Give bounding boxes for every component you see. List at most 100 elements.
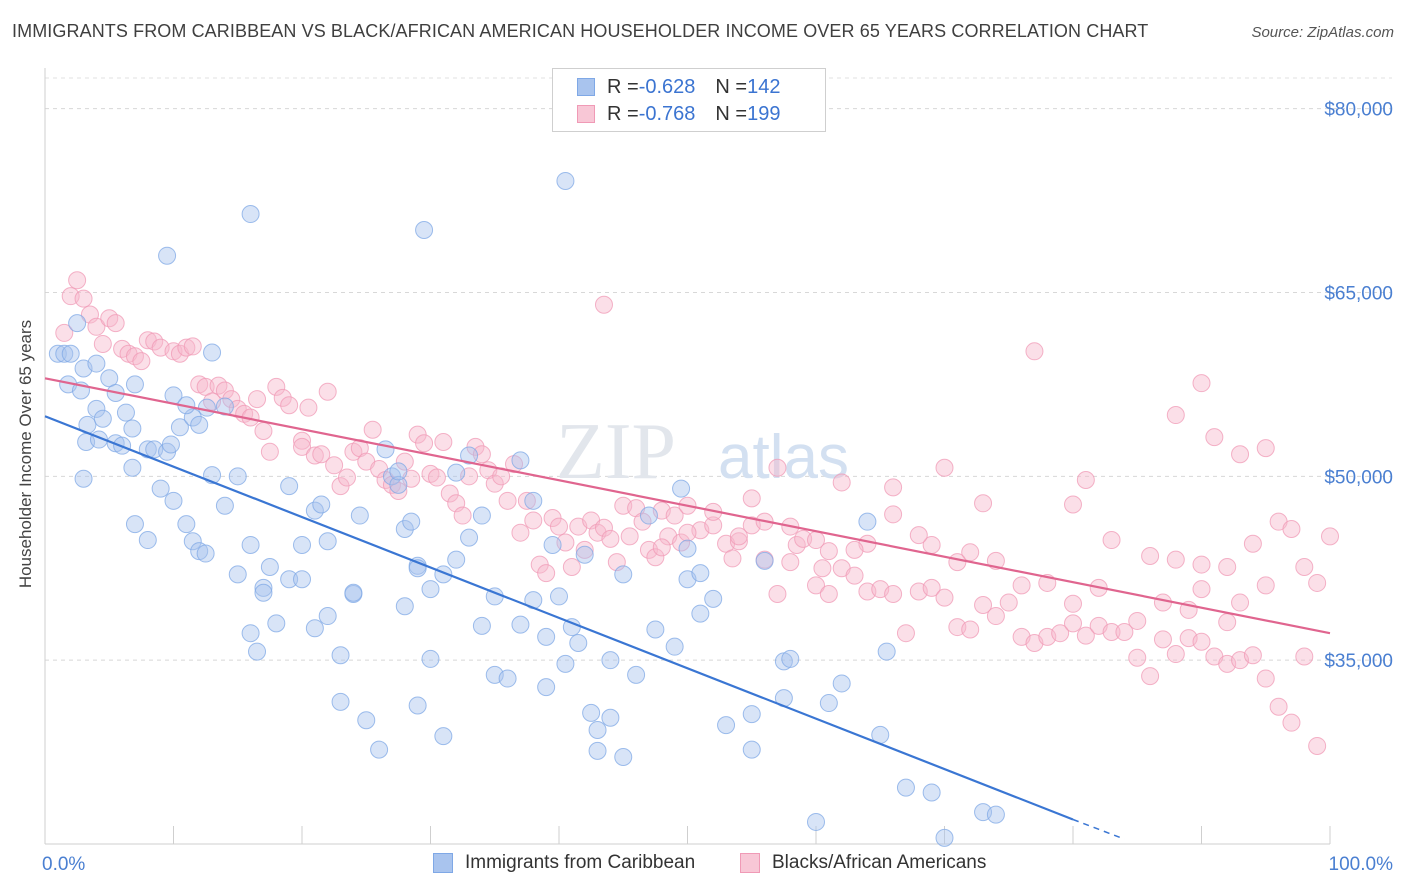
- trend-line-caribbean-extension: [1072, 818, 1125, 840]
- data-point-black: [1166, 406, 1185, 425]
- data-point-caribbean: [123, 419, 142, 438]
- data-point-black: [742, 489, 761, 508]
- data-point-caribbean: [460, 528, 479, 547]
- data-point-black: [1243, 646, 1262, 665]
- legend-r-value: -0.768: [638, 102, 696, 125]
- data-point-caribbean: [55, 344, 74, 363]
- data-point-black: [299, 398, 318, 417]
- data-point-caribbean: [203, 343, 222, 362]
- data-point-caribbean: [241, 535, 260, 554]
- trend-line-black: [44, 377, 1331, 635]
- data-point-black: [415, 434, 434, 453]
- y-tick-label: $80,000: [1324, 100, 1393, 121]
- data-point-black: [537, 564, 556, 583]
- data-point-caribbean: [415, 220, 434, 239]
- data-point-caribbean: [389, 475, 408, 494]
- data-point-black: [729, 527, 748, 546]
- x-tick-label-start: 0.0%: [42, 854, 85, 875]
- data-point-caribbean: [123, 458, 142, 477]
- data-point-black: [248, 390, 267, 409]
- data-point-black: [293, 431, 311, 450]
- data-point-caribbean: [87, 399, 106, 418]
- data-point-black: [267, 377, 286, 396]
- data-point-black: [652, 538, 671, 557]
- data-point-black: [729, 532, 748, 551]
- data-point-black: [1295, 647, 1314, 666]
- source-label: Source: ZipAtlas.com: [1251, 24, 1394, 41]
- watermark-zip: ZIP: [556, 408, 676, 496]
- data-point-caribbean: [498, 669, 517, 688]
- data-point-black: [498, 491, 517, 510]
- data-point-black: [961, 620, 980, 639]
- data-point-caribbean: [87, 354, 106, 373]
- data-point-caribbean: [646, 620, 665, 639]
- data-point-caribbean: [48, 344, 67, 363]
- chart-title: IMMIGRANTS FROM CARIBBEAN VS BLACK/AFRIC…: [12, 21, 1149, 41]
- data-point-black: [511, 523, 530, 542]
- legend-swatch-caribbean: [577, 78, 595, 96]
- data-point-caribbean: [61, 344, 80, 363]
- data-point-caribbean: [183, 532, 202, 551]
- data-point-caribbean: [161, 435, 180, 454]
- data-point-black: [1141, 667, 1160, 686]
- data-point-black: [524, 511, 543, 530]
- data-point-black: [472, 445, 491, 464]
- data-point-black: [1102, 622, 1121, 641]
- data-point-black: [807, 531, 825, 550]
- data-point-black: [1231, 593, 1250, 612]
- data-point-caribbean: [280, 477, 299, 496]
- data-point-caribbean: [896, 778, 915, 797]
- data-point-caribbean: [93, 409, 112, 428]
- data-point-caribbean: [125, 515, 144, 534]
- data-point-caribbean: [819, 694, 838, 713]
- data-point-caribbean: [781, 649, 800, 668]
- axes: [44, 68, 1331, 845]
- data-point-black: [646, 548, 665, 567]
- legend-n-label: N =: [715, 102, 748, 125]
- data-point-caribbean: [331, 646, 350, 665]
- data-point-caribbean: [742, 705, 761, 724]
- data-point-caribbean: [158, 246, 177, 265]
- data-point-caribbean: [575, 545, 594, 564]
- data-point-black: [434, 433, 453, 452]
- data-point-black: [819, 542, 838, 561]
- data-point-caribbean: [472, 506, 491, 525]
- data-point-black: [1308, 736, 1327, 755]
- y-tick-label: $50,000: [1324, 467, 1393, 488]
- data-point-caribbean: [318, 607, 337, 626]
- data-point-caribbean: [755, 551, 774, 570]
- data-point-black: [768, 458, 787, 477]
- data-point-black: [845, 566, 864, 585]
- data-point-black: [1025, 342, 1044, 361]
- data-point-black: [948, 553, 967, 572]
- trend-line-caribbean: [44, 415, 1074, 821]
- data-point-caribbean: [402, 512, 421, 531]
- series-black-african-americans: [55, 271, 1339, 755]
- data-point-caribbean: [190, 415, 209, 434]
- data-point-caribbean: [331, 692, 350, 711]
- data-point-black: [106, 314, 125, 333]
- data-point-black: [1166, 645, 1185, 664]
- data-point-caribbean: [537, 627, 556, 646]
- data-point-caribbean: [344, 583, 363, 602]
- data-point-caribbean: [260, 558, 279, 577]
- data-point-caribbean: [524, 491, 543, 510]
- data-point-caribbean: [447, 463, 466, 482]
- legend-swatch-black: [740, 853, 760, 873]
- data-point-caribbean: [125, 375, 144, 394]
- data-point-caribbean: [421, 649, 440, 668]
- legend-n-value: 142: [747, 75, 781, 98]
- data-point-black: [594, 295, 613, 314]
- data-point-caribbean: [293, 535, 311, 554]
- data-point-caribbean: [267, 614, 286, 633]
- data-point-caribbean: [588, 721, 607, 740]
- data-point-black: [363, 420, 382, 439]
- data-point-black: [260, 442, 279, 461]
- data-point-caribbean: [318, 532, 337, 551]
- trend-lines: [44, 377, 1331, 840]
- data-point-black: [1064, 614, 1082, 633]
- data-point-caribbean: [254, 578, 273, 597]
- data-point-black: [620, 527, 639, 546]
- data-point-black: [1218, 558, 1237, 577]
- data-point-caribbean: [254, 583, 273, 602]
